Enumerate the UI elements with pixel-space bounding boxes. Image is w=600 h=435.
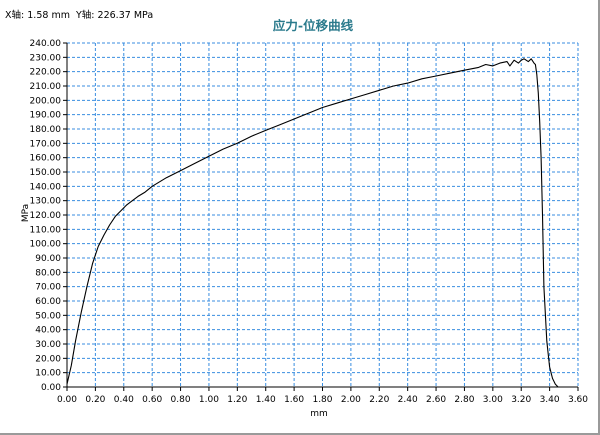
x-tick-label: 3.00: [483, 395, 503, 405]
y-tick-label: 70.00: [35, 283, 61, 293]
y-tick-label: 230.00: [30, 53, 62, 63]
x-tick-label: 1.40: [256, 395, 276, 405]
y-readout-label: Y轴:: [76, 10, 95, 21]
x-tick-label: 2.00: [341, 395, 361, 405]
x-tick-label: 0.80: [171, 395, 191, 405]
x-tick-label: 2.40: [398, 395, 418, 405]
x-tick-label: 3.60: [568, 395, 588, 405]
grid: [67, 42, 579, 387]
y-readout-value: 226.37: [97, 10, 131, 21]
x-tick-label: 2.80: [454, 395, 474, 405]
x-tick-label: 3.40: [540, 395, 560, 405]
y-tick-label: 50.00: [35, 311, 61, 321]
y-tick-label: 150.00: [30, 168, 62, 178]
x-tick-label: 1.60: [284, 395, 304, 405]
y-tick-label: 90.00: [35, 254, 61, 264]
x-tick-label: 1.00: [199, 395, 219, 405]
y-tick-label: 220.00: [30, 68, 62, 78]
stress-curve-line: [66, 58, 559, 388]
x-tick-label: 0.60: [142, 395, 162, 405]
y-tick-label: 140.00: [30, 182, 62, 192]
y-tick-label: 100.00: [30, 240, 62, 250]
y-tick-label: 210.00: [30, 82, 62, 92]
chart-title: 应力-位移曲线: [273, 18, 354, 33]
x-tick-label: 0.20: [85, 395, 105, 405]
x-readout-value: 1.58: [27, 10, 49, 21]
y-tick-label: 170.00: [30, 139, 62, 149]
y-tick-label: 130.00: [30, 197, 62, 207]
x-readout-label: X轴:: [5, 10, 25, 21]
y-tick-label: 80.00: [35, 268, 61, 278]
y-tick-label: 110.00: [30, 225, 62, 235]
x-tick-label: 2.60: [426, 395, 446, 405]
y-tick-label: 180.00: [30, 125, 62, 135]
x-readout-unit: mm: [51, 10, 70, 21]
y-tick-label: 160.00: [30, 154, 62, 164]
x-tick-label: 0.40: [114, 395, 134, 405]
y-axis-label: MPa: [21, 204, 31, 222]
y-tick-label: 190.00: [30, 111, 62, 121]
y-tick-label: 20.00: [35, 354, 61, 364]
cursor-readout: X轴: 1.58 mm Y轴: 226.37 MPa: [5, 7, 153, 21]
x-tick-label: 2.20: [369, 395, 389, 405]
y-tick-label: 60.00: [35, 297, 61, 307]
x-tick-label: 3.20: [511, 395, 531, 405]
axes: [63, 42, 579, 391]
y-tick-label: 120.00: [30, 211, 62, 221]
y-tick-label: 200.00: [30, 96, 62, 106]
x-tick-label: 1.20: [227, 395, 247, 405]
x-tick-label: 0.00: [57, 395, 77, 405]
tick-labels: 0.00 0.20 0.40 0.60 0.80 1.00 1.20 1.40 1.60 1.80…: [30, 39, 589, 405]
y-tick-label: 240.00: [30, 39, 62, 49]
y-tick-label: 0.00: [41, 383, 61, 393]
x-tick-label: 1.80: [312, 395, 332, 405]
y-tick-label: 30.00: [35, 340, 61, 350]
y-tick-label: 40.00: [35, 326, 61, 336]
y-readout-unit: MPa: [133, 10, 154, 21]
y-tick-label: 10.00: [35, 369, 61, 379]
x-axis-label: mm: [310, 409, 328, 419]
